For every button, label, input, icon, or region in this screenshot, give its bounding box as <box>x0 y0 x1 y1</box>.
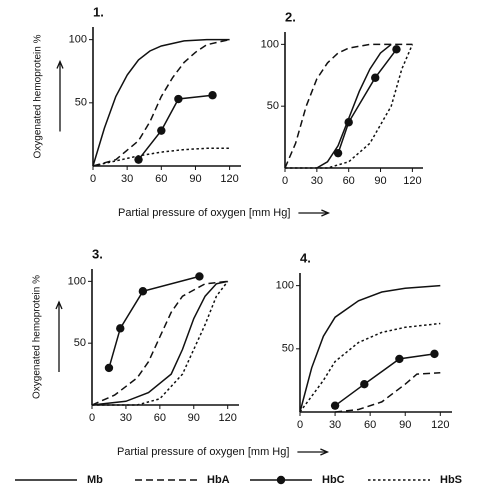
marker <box>430 349 439 359</box>
curve <box>92 38 230 167</box>
marker <box>104 363 114 373</box>
y-tick-label: 100 <box>69 34 87 46</box>
marker <box>330 401 340 410</box>
x-tick-label: 60 <box>364 419 376 431</box>
legend-label: HbS <box>440 474 462 486</box>
marker <box>392 45 401 54</box>
curve <box>337 48 398 154</box>
y-tick-label: 50 <box>282 343 294 355</box>
marker <box>157 126 166 135</box>
panel-title: 2. <box>285 9 296 24</box>
marker <box>174 94 183 104</box>
curve <box>335 372 441 413</box>
y-axis-label: Oxygenated hemoprotein % <box>33 34 44 158</box>
x-tick-label: 30 <box>311 175 323 187</box>
x-tick-label: 60 <box>343 175 355 187</box>
x-tick-label: 0 <box>297 419 303 431</box>
legend-label: Mb <box>87 474 103 486</box>
marker <box>208 91 217 100</box>
curve <box>91 280 228 406</box>
legend-label: HbA <box>207 474 230 486</box>
marker <box>360 380 369 389</box>
arrow-head <box>321 209 331 217</box>
y-tick-label: 50 <box>74 337 86 349</box>
x-tick-label: 0 <box>90 173 96 185</box>
curve <box>299 322 441 413</box>
curve <box>334 353 435 407</box>
curve <box>108 275 200 369</box>
marker <box>371 73 380 82</box>
x-tick-label: 120 <box>219 412 237 424</box>
marker <box>116 324 125 333</box>
legend-label: HbC <box>322 474 345 486</box>
y-tick-label: 100 <box>261 38 279 50</box>
x-tick-label: 30 <box>120 412 132 424</box>
x-tick-label: 30 <box>121 173 133 185</box>
curve <box>299 284 441 413</box>
x-tick-label: 90 <box>374 175 386 187</box>
marker <box>333 148 343 158</box>
x-tick-label: 120 <box>403 175 421 187</box>
x-axis-label: Partial pressure of oxygen [mm Hg] <box>118 207 290 219</box>
x-tick-label: 0 <box>89 412 95 424</box>
x-tick-label: 30 <box>329 419 341 431</box>
x-tick-label: 120 <box>220 173 238 185</box>
curve <box>316 43 392 169</box>
arrow-head <box>320 448 330 456</box>
marker <box>134 155 143 164</box>
y-tick-label: 50 <box>267 100 279 112</box>
panel-title: 3. <box>92 246 103 261</box>
x-axis-label: Partial pressure of oxygen [mm Hg] <box>117 446 289 458</box>
panel-title: 4. <box>300 250 311 265</box>
curve <box>91 280 228 406</box>
legend-marker <box>276 475 286 485</box>
x-tick-label: 60 <box>154 412 166 424</box>
x-tick-label: 0 <box>282 175 288 187</box>
panel-title: 1. <box>93 4 104 19</box>
curve <box>285 44 414 169</box>
x-tick-label: 90 <box>399 419 411 431</box>
curve <box>92 38 230 167</box>
curve <box>284 43 413 169</box>
x-tick-label: 60 <box>155 173 167 185</box>
x-tick-label: 90 <box>188 412 200 424</box>
x-tick-label: 90 <box>189 173 201 185</box>
y-tick-label: 50 <box>75 97 87 109</box>
marker <box>138 287 148 296</box>
curve <box>92 280 229 406</box>
arrow-head <box>55 300 63 310</box>
marker <box>395 354 404 364</box>
curve <box>137 94 213 161</box>
y-tick-label: 100 <box>276 280 294 292</box>
y-axis-label: Oxygenated hemoprotein % <box>32 275 43 399</box>
x-tick-label: 120 <box>431 419 449 431</box>
y-tick-label: 100 <box>68 275 86 287</box>
marker <box>344 118 353 127</box>
marker <box>195 272 204 281</box>
arrow-head <box>56 59 64 69</box>
curve <box>92 147 230 167</box>
